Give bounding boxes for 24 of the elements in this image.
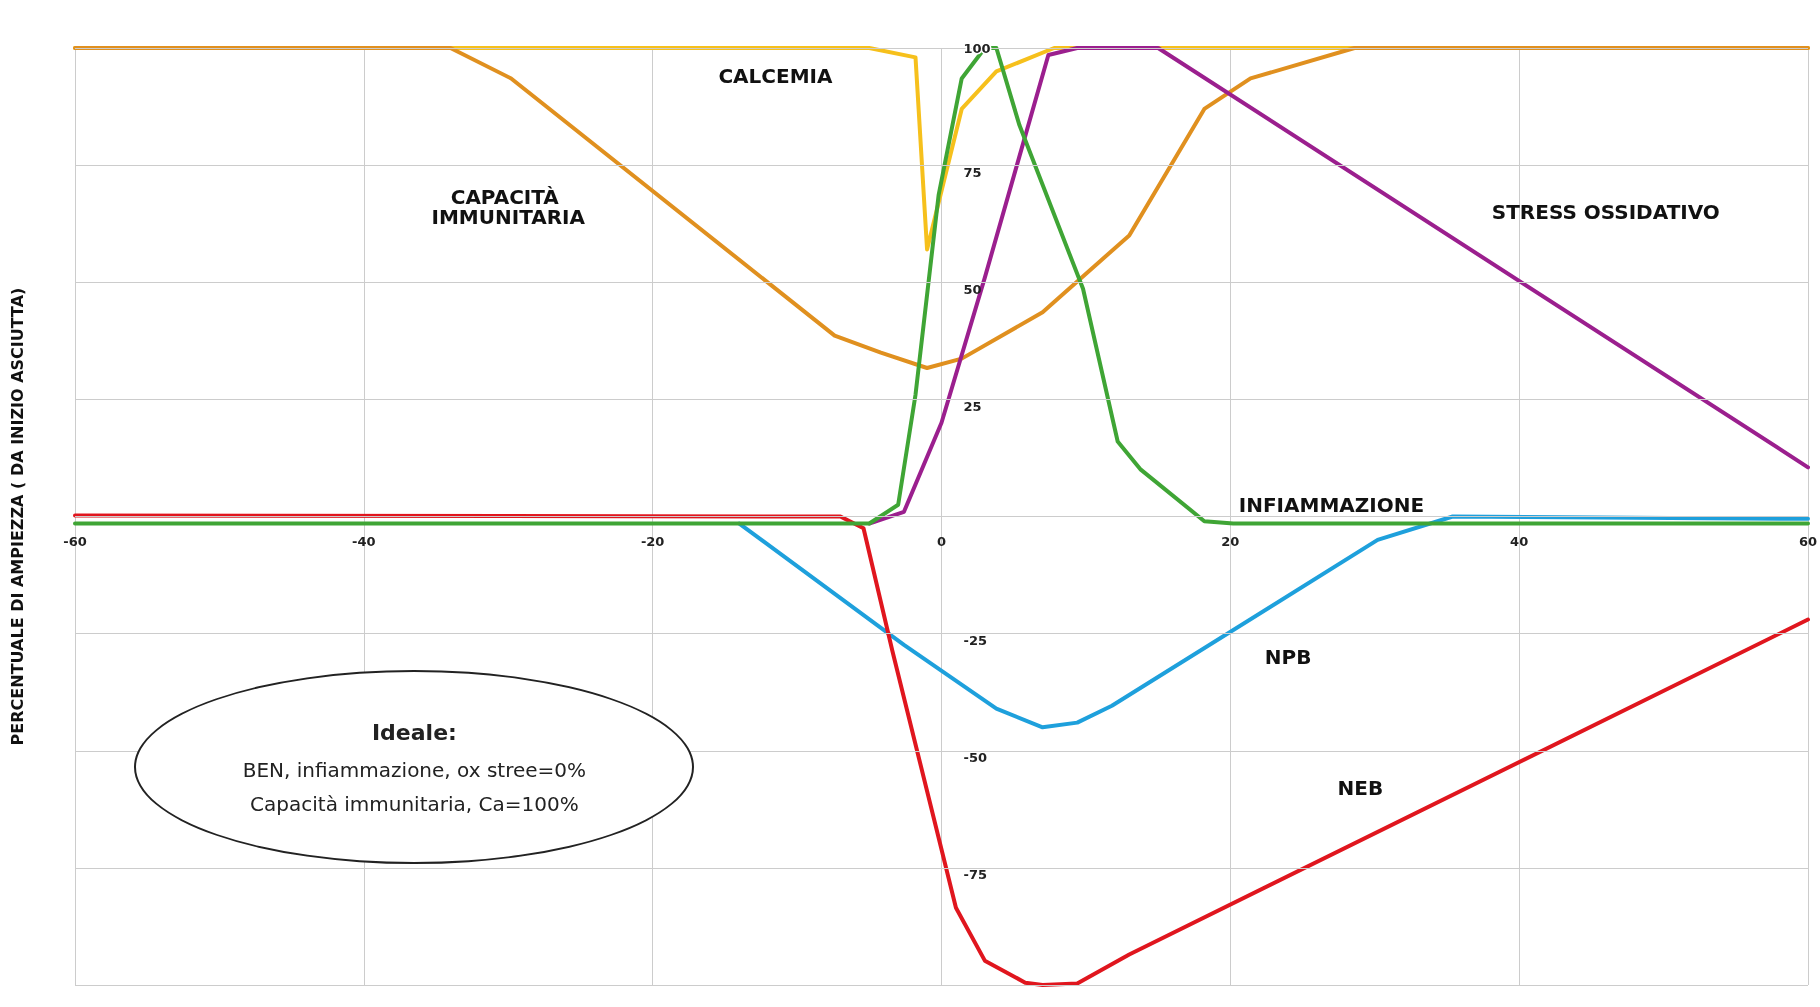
- annotation: Capacità immunitaria, Ca=100%: [250, 791, 579, 819]
- y-tick-label: 100: [963, 40, 991, 56]
- y-tick-label: 25: [963, 398, 982, 414]
- x-tick-label: -40: [352, 533, 376, 549]
- x-tick-label: 40: [1510, 533, 1529, 549]
- y-tick-label: -25: [963, 633, 987, 649]
- annotation: BEN, infiammazione, ox stree=0%: [242, 757, 587, 785]
- y-axis-title: PERCENTUALE DI AMPIEZZA ( DA INIZIO ASCIUTTA): [7, 287, 27, 746]
- series-label: INFIAMMAZIONE: [1238, 492, 1425, 517]
- y-tick-label: -50: [963, 750, 987, 766]
- annotation: Ideale:: [371, 719, 457, 748]
- series-label: CAPACITÀ IMMUNITARIA: [431, 185, 586, 230]
- series-label: NPB: [1264, 645, 1312, 670]
- x-tick-label: -20: [640, 533, 665, 549]
- y-tick-label: -75: [963, 867, 987, 883]
- x-tick-label: 60: [1798, 533, 1818, 549]
- x-tick-label: 20: [1221, 533, 1240, 549]
- series-label: NEB: [1337, 776, 1384, 801]
- series-label: CALCEMIA: [718, 64, 833, 89]
- series-label: STRESS OSSIDATIVO: [1491, 199, 1720, 224]
- y-tick-label: 75: [963, 164, 982, 180]
- x-tick-label: 0: [936, 533, 947, 549]
- x-tick-label: -60: [63, 533, 87, 549]
- ellipse-note: Ideale: BEN, infiammazione, ox stree=0% Capacità immunitaria, Ca=100%: [134, 670, 695, 865]
